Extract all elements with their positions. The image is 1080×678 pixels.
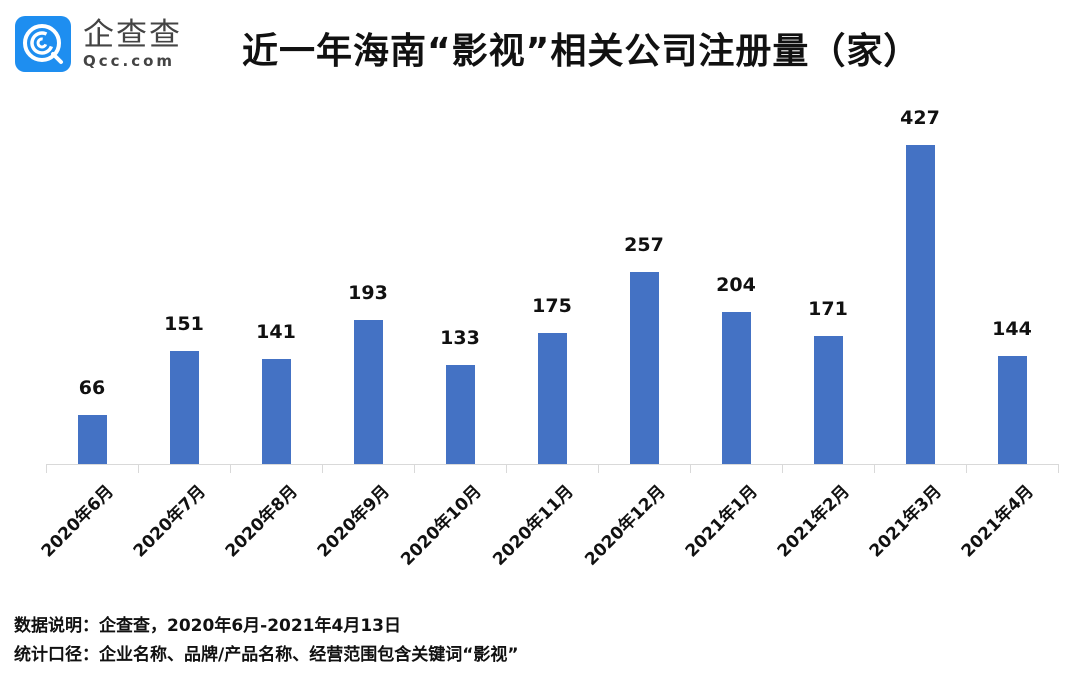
brand-domain: Qcc.com xyxy=(83,52,176,70)
data-source-note: 数据说明：企查查，2020年6月-2021年4月13日 xyxy=(14,616,401,636)
data-label: 193 xyxy=(348,281,388,304)
bar xyxy=(813,336,843,464)
x-axis-label: 2021年4月 xyxy=(957,481,1038,562)
bar xyxy=(997,356,1027,464)
x-axis-tick xyxy=(506,464,507,473)
data-label: 204 xyxy=(716,273,756,296)
x-axis-tick xyxy=(230,464,231,473)
x-axis-tick xyxy=(138,464,139,473)
bar xyxy=(77,414,107,464)
x-axis xyxy=(46,464,1058,465)
x-axis-label: 2020年9月 xyxy=(313,481,394,562)
brand-name: 企查查 xyxy=(83,17,182,53)
x-axis-tick xyxy=(966,464,967,473)
data-label: 427 xyxy=(900,107,940,129)
qcc-logo-icon xyxy=(15,16,71,72)
x-axis-tick xyxy=(874,464,875,473)
data-label: 141 xyxy=(256,320,296,343)
chart-title: 近一年海南“影视”相关公司注册量（家） xyxy=(242,31,921,72)
bar xyxy=(353,319,383,464)
bar xyxy=(721,311,751,464)
x-axis-label: 2020年7月 xyxy=(129,481,210,562)
data-label: 151 xyxy=(164,313,204,336)
x-axis-tick xyxy=(46,464,47,473)
bar xyxy=(169,351,199,464)
x-axis-tick xyxy=(1058,464,1059,473)
statistics-scope-note: 统计口径：企业名称、品牌/产品名称、经营范围包含关键词“影视” xyxy=(14,645,519,665)
x-axis-tick xyxy=(598,464,599,473)
brand-logo: 企查查 Qcc.com xyxy=(15,16,182,72)
x-axis-label: 2020年8月 xyxy=(221,481,302,562)
bar-chart: 66 2020年6月 151 2020年7月 141 2020年8月 193 2020年9月 1… xyxy=(37,107,1059,570)
data-label: 66 xyxy=(78,376,106,399)
data-label: 257 xyxy=(624,234,664,256)
bar xyxy=(261,358,291,464)
data-label: 133 xyxy=(440,326,480,349)
bar xyxy=(537,333,567,464)
data-label: 144 xyxy=(992,318,1032,341)
x-axis-label: 2021年3月 xyxy=(865,481,946,562)
x-axis-label: 2021年1月 xyxy=(681,481,762,562)
x-axis-label: 2020年11月 xyxy=(489,481,578,570)
bar xyxy=(445,364,475,464)
bar xyxy=(905,145,935,464)
x-axis-tick xyxy=(782,464,783,473)
data-label: 175 xyxy=(532,295,572,318)
x-axis-label: 2020年10月 xyxy=(397,481,486,570)
x-axis-tick xyxy=(322,464,323,473)
x-axis-tick xyxy=(690,464,691,473)
x-axis-tick xyxy=(414,464,415,473)
x-axis-label: 2020年6月 xyxy=(37,481,118,562)
x-axis-label: 2021年2月 xyxy=(773,481,854,562)
bar xyxy=(629,272,659,464)
data-label: 171 xyxy=(808,298,848,321)
x-axis-label: 2020年12月 xyxy=(581,481,670,570)
